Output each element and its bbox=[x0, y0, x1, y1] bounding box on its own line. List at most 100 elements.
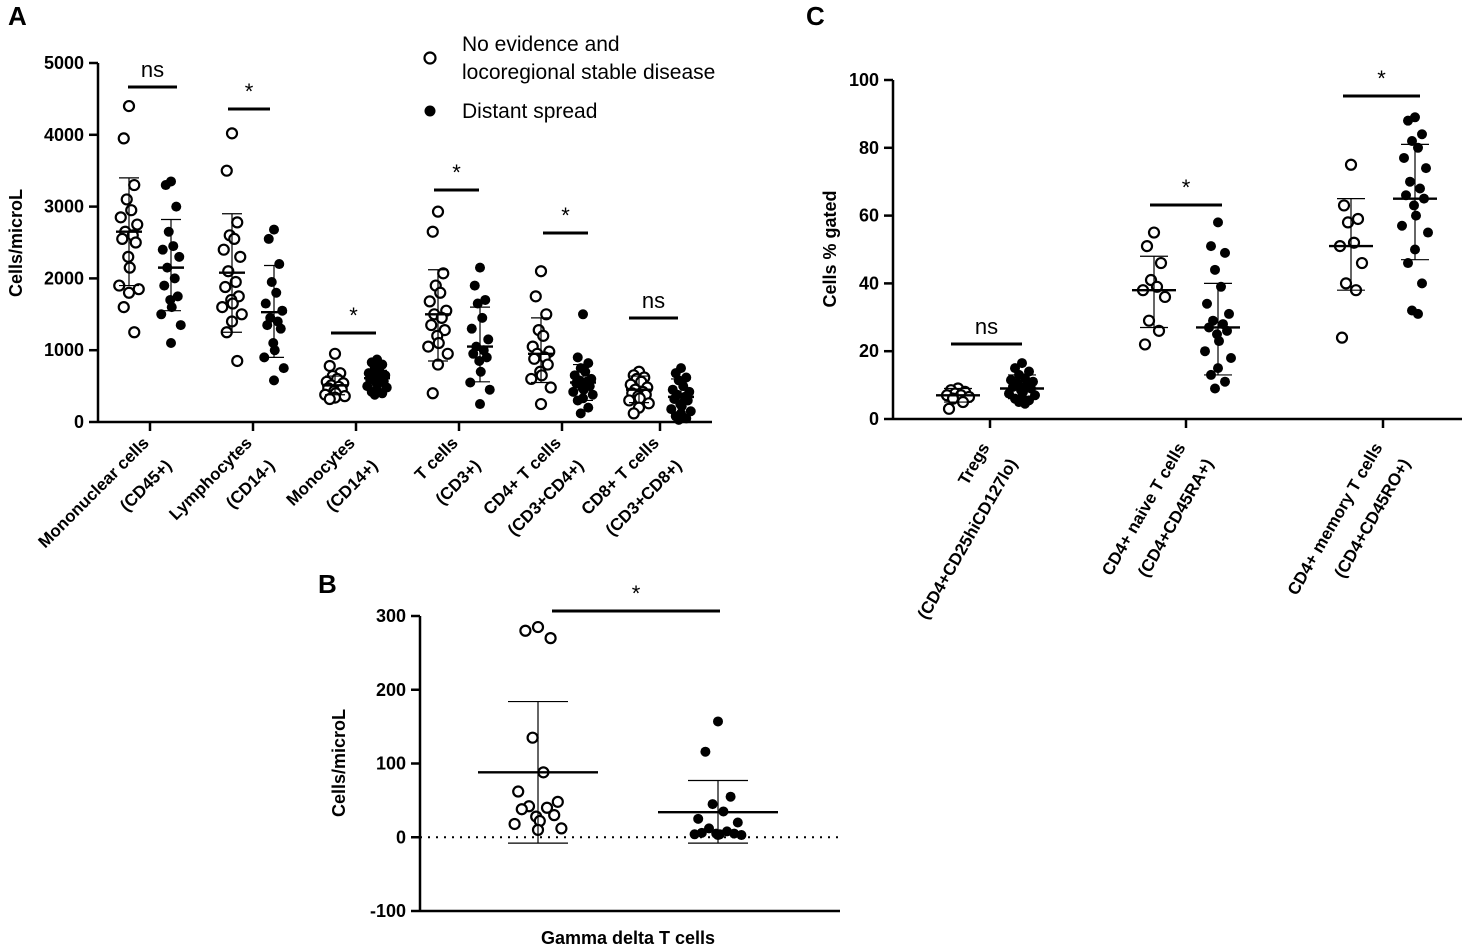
point-open bbox=[219, 280, 232, 294]
point-filled bbox=[274, 259, 285, 270]
point-open bbox=[1152, 324, 1166, 337]
panel-b-xlabel: Gamma delta T cells bbox=[541, 928, 715, 948]
point-filled bbox=[472, 298, 483, 309]
point-open bbox=[623, 394, 636, 407]
point-open bbox=[128, 326, 141, 339]
point-filled bbox=[1206, 241, 1216, 252]
point-open bbox=[229, 275, 242, 289]
point-filled bbox=[713, 716, 723, 727]
point-open bbox=[131, 218, 144, 231]
point-open bbox=[519, 624, 532, 637]
point-filled bbox=[700, 746, 711, 757]
point-open bbox=[551, 795, 564, 808]
point-open bbox=[129, 236, 142, 249]
point-open bbox=[231, 354, 244, 368]
point-open bbox=[434, 286, 447, 299]
point-filled bbox=[168, 241, 179, 252]
point-filled bbox=[1224, 308, 1234, 319]
category-label: T cells(CD3+) bbox=[409, 433, 484, 508]
point-open bbox=[528, 352, 541, 365]
y-tick-label: 40 bbox=[859, 273, 879, 293]
point-open bbox=[423, 295, 436, 308]
y-tick-label: 100 bbox=[376, 754, 406, 774]
point-filled bbox=[475, 366, 486, 377]
point-filled bbox=[465, 377, 476, 388]
legend-open-label-1: No evidence and bbox=[462, 33, 620, 56]
point-open bbox=[217, 243, 230, 256]
significance-label: * bbox=[1182, 175, 1191, 200]
point-filled bbox=[481, 352, 492, 363]
significance-label: * bbox=[561, 203, 570, 228]
category-label: CD8+ T cells(CD3+CD8+) bbox=[578, 433, 686, 541]
panel-letter-a: A bbox=[8, 1, 27, 31]
point-filled bbox=[689, 829, 700, 840]
point-filled bbox=[166, 338, 176, 349]
point-open bbox=[328, 347, 342, 360]
point-open bbox=[541, 358, 554, 371]
point-filled bbox=[163, 226, 174, 237]
point-filled bbox=[725, 791, 736, 802]
point-filled bbox=[704, 823, 714, 834]
point-filled bbox=[1213, 217, 1223, 228]
point-open bbox=[225, 127, 239, 140]
point-open bbox=[534, 265, 548, 278]
point-filled bbox=[1226, 352, 1236, 363]
point-filled bbox=[681, 372, 692, 383]
point-open bbox=[544, 381, 557, 394]
point-filled bbox=[263, 233, 274, 244]
y-tick-label: 0 bbox=[396, 827, 406, 847]
point-open bbox=[535, 369, 548, 382]
point-open bbox=[422, 340, 435, 353]
y-tick-label: 1000 bbox=[44, 340, 84, 360]
point-open bbox=[1355, 256, 1369, 270]
point-filled bbox=[575, 408, 586, 419]
point-open bbox=[426, 387, 439, 400]
point-open bbox=[323, 359, 336, 373]
point-open bbox=[220, 164, 233, 177]
point-filled bbox=[693, 813, 704, 824]
significance-label: ns bbox=[141, 57, 164, 82]
point-filled bbox=[480, 294, 491, 305]
legend-open-label-2: locoregional stable disease bbox=[462, 61, 715, 84]
point-filled bbox=[266, 276, 277, 287]
y-tick-label: 0 bbox=[869, 409, 879, 429]
point-filled bbox=[260, 298, 271, 309]
point-filled bbox=[572, 352, 583, 363]
point-filled bbox=[169, 273, 180, 284]
point-filled bbox=[377, 388, 388, 399]
point-filled bbox=[1220, 376, 1230, 387]
point-filled bbox=[681, 413, 692, 424]
panel-a: A Cells/microL 0 1000 2000 3000 4000 5000 ns Mo… bbox=[6, 1, 712, 552]
point-filled bbox=[466, 323, 477, 334]
point-open bbox=[1147, 226, 1161, 239]
point-filled bbox=[1200, 346, 1210, 357]
point-open bbox=[531, 620, 545, 634]
point-filled bbox=[583, 358, 594, 369]
category-label: Tregs(CD4+CD25hiCD127lo) bbox=[886, 440, 1021, 623]
point-filled bbox=[587, 389, 598, 400]
point-filled bbox=[160, 180, 171, 191]
point-open bbox=[441, 347, 454, 360]
point-filled bbox=[1210, 264, 1220, 275]
legend-filled-label: Distant spread bbox=[462, 100, 597, 123]
point-filled bbox=[685, 406, 696, 417]
point-open bbox=[426, 225, 439, 238]
point-filled bbox=[475, 262, 485, 273]
point-open bbox=[1339, 277, 1353, 290]
point-filled bbox=[174, 251, 185, 262]
point-open bbox=[120, 193, 133, 206]
point-open bbox=[555, 822, 568, 835]
significance-label: * bbox=[1377, 66, 1386, 91]
point-filled bbox=[468, 348, 479, 359]
point-open bbox=[515, 803, 528, 816]
point-open bbox=[642, 397, 655, 410]
point-filled bbox=[1403, 115, 1413, 126]
point-open bbox=[525, 372, 538, 386]
point-filled bbox=[1421, 163, 1431, 174]
point-open bbox=[526, 731, 539, 744]
point-open bbox=[432, 336, 445, 350]
point-open bbox=[431, 205, 445, 218]
point-filled bbox=[1415, 183, 1425, 194]
category-label-line1: Tregs bbox=[954, 440, 993, 489]
